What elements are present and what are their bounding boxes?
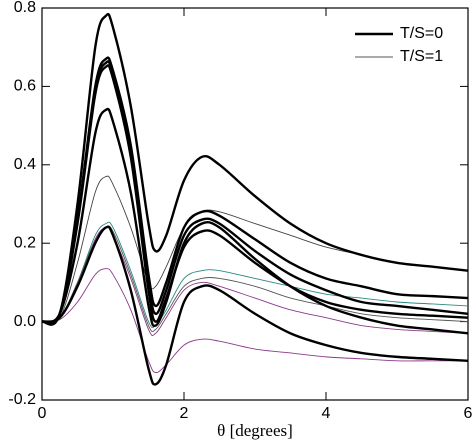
y-tick-label: 0.4	[14, 156, 36, 173]
y-tick-label: 0.8	[14, 0, 36, 16]
x-tick-label: 0	[38, 405, 47, 422]
x-tick-label: 2	[180, 405, 189, 422]
legend-label: T/S=0	[400, 25, 443, 42]
y-tick-label: -0.2	[8, 391, 36, 408]
curve	[41, 221, 469, 329]
legend-label: T/S=1	[400, 48, 443, 65]
curve	[41, 226, 469, 337]
plot-frame	[41, 7, 469, 401]
y-tick-label: 0.6	[14, 78, 36, 95]
curve	[41, 107, 469, 335]
x-tick-label: 4	[322, 405, 331, 422]
y-tick-label: 0.0	[14, 313, 36, 330]
x-axis-label: θ [degrees]	[217, 421, 293, 440]
curve	[41, 225, 469, 386]
curve	[41, 64, 469, 325]
curve	[41, 268, 468, 374]
curve	[41, 60, 469, 325]
curve	[41, 12, 469, 326]
x-tick-label: 6	[464, 405, 473, 422]
y-tick-label: 0.2	[14, 234, 36, 251]
curve	[41, 56, 469, 325]
